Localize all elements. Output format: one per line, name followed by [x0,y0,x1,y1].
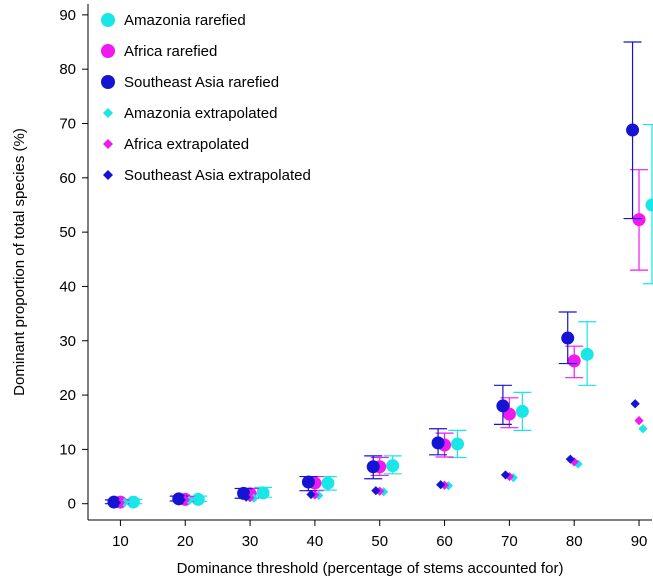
legend-marker [101,13,115,27]
x-axis-title: Dominance threshold (percentage of stems… [177,560,564,577]
legend-label: Africa extrapolated [124,136,249,153]
legend-item-southeast-asia-extrapolated: Southeast Asia extrapolated [103,167,311,184]
legend-label: Southeast Asia extrapolated [124,167,311,184]
y-tick-label: 50 [59,224,76,241]
data-point [431,436,445,450]
data-point [366,460,380,474]
data-marks [104,41,653,509]
data-point [436,480,446,490]
plot-frame [87,4,652,521]
x-tick-label: 20 [177,533,194,550]
x-tick-label: 90 [631,533,648,550]
data-point [580,347,594,361]
x-tick-label: 40 [307,533,324,550]
x-tick-label: 10 [112,533,129,550]
legend-item-africa-extrapolated: Africa extrapolated [103,136,249,153]
legend-marker [101,44,115,58]
legend-item-southeast-asia-rarefied: Southeast Asia rarefied [101,74,279,91]
y-tick-label: 90 [59,7,76,24]
legend-marker [101,75,115,89]
x-tick-label: 50 [371,533,388,550]
data-point [176,495,186,505]
y-tick-label: 80 [59,61,76,78]
data-point [626,123,640,137]
legend-item-africa-rarefied: Africa rarefied [101,43,217,60]
data-point [306,489,316,500]
data-point [321,476,335,490]
data-point [634,416,644,426]
data-point [561,331,575,345]
legend: Amazonia rarefied Africa rarefied Southeas… [101,12,311,184]
x-axis: 10 20 30 40 50 60 70 80 90 [112,520,647,550]
legend-item-amazonia-rarefied: Amazonia rarefied [101,12,246,29]
series-southeast-asia-extrapolated [111,399,640,508]
y-tick-label: 10 [59,441,76,458]
legend-marker [103,108,113,118]
data-point [451,437,465,451]
data-point [515,404,529,418]
data-point [632,213,646,227]
data-point [496,399,510,413]
data-point [256,486,270,500]
legend-marker [103,170,113,180]
data-point [630,399,640,409]
y-axis-title: Dominant proportion of total species (%) [11,128,28,396]
legend-marker [103,139,113,149]
x-tick-label: 70 [501,533,518,550]
data-point [301,475,315,489]
data-point [386,459,400,473]
data-point [573,459,583,469]
data-point [567,354,581,368]
y-tick-label: 40 [59,278,76,295]
x-tick-label: 60 [436,533,453,550]
series-amazonia-rarefied [124,123,653,509]
y-tick-label: 60 [59,170,76,187]
legend-label: Amazonia rarefied [124,12,246,29]
data-point [111,498,122,508]
legend-item-amazonia-extrapolated: Amazonia extrapolated [103,105,277,122]
data-point [126,495,140,509]
data-point [569,457,579,467]
data-point [241,492,251,502]
y-tick-label: 70 [59,115,76,132]
y-tick-label: 0 [68,496,76,513]
data-point [638,424,648,434]
series-southeast-asia-rarefied [104,41,642,509]
y-axis: 0 10 20 30 40 50 60 70 80 90 [59,7,88,513]
legend-label: Amazonia extrapolated [124,105,277,122]
data-point [645,198,653,212]
x-tick-label: 80 [566,533,583,550]
y-tick-label: 20 [59,387,76,404]
data-point [191,492,205,506]
y-tick-label: 30 [59,333,76,350]
legend-label: Africa rarefied [124,43,217,60]
data-point [371,486,381,496]
data-point [500,470,511,480]
data-point [565,454,575,464]
x-tick-label: 30 [242,533,259,550]
legend-label: Southeast Asia rarefied [124,74,279,91]
data-point [508,473,518,483]
